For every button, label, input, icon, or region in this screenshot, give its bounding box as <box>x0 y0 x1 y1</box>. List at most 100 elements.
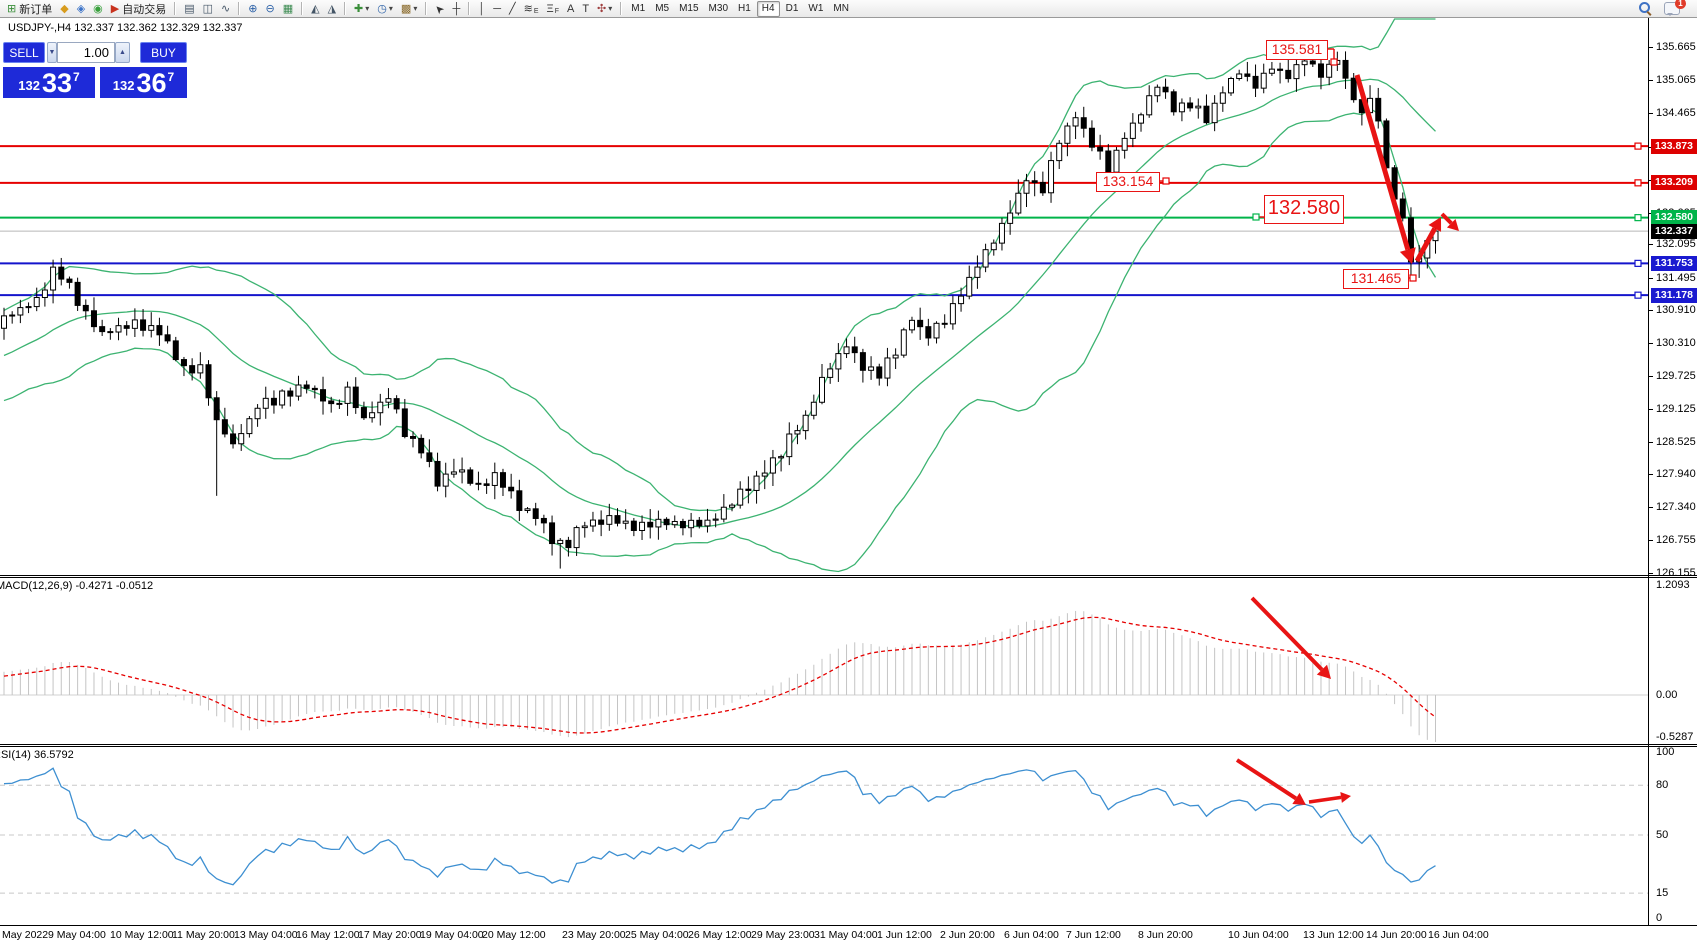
time-axis-label: 29 May 23:00 <box>751 929 815 941</box>
time-axis-label: 11 May 20:00 <box>172 929 235 941</box>
price-tick-label: 127.340 <box>1656 501 1696 514</box>
volume-decrease-stepper[interactable]: ▼ <box>47 42 57 63</box>
buy-price-display[interactable]: 132 36 7 <box>100 67 187 98</box>
time-axis-line <box>0 925 1697 926</box>
time-axis-label: 10 Jun 04:00 <box>1228 929 1289 941</box>
price-tick-mark <box>1649 539 1653 541</box>
new-order-button[interactable]: ⊞ 新订单 <box>4 1 55 17</box>
price-tick-mark <box>1649 441 1653 443</box>
toolbar-separator <box>301 2 304 15</box>
time-axis-label: 7 Jun 12:00 <box>1066 929 1121 941</box>
time-axis-label: 23 May 20:00 <box>562 929 626 941</box>
candlestick-chart-icon-glyph: ◫ <box>202 2 214 15</box>
zoom-out-icon[interactable]: ⊖ <box>262 1 277 17</box>
price-tick-label: 129.125 <box>1656 402 1696 415</box>
vertical-line-icon[interactable]: │ <box>475 1 488 17</box>
price-tick-label: 126.155 <box>1656 566 1696 579</box>
price-tick-mark <box>1649 474 1653 476</box>
label-icon-glyph: T <box>582 2 590 15</box>
vertical-line-icon-glyph: │ <box>478 2 486 15</box>
timeframe-mn[interactable]: MN <box>833 3 849 14</box>
signals-icon[interactable]: ◉ <box>90 1 106 17</box>
horizontal-line-icon-glyph: ─ <box>493 2 502 15</box>
arrows-dropdown[interactable]: ✣ ▾ <box>594 1 615 17</box>
price-tick-mark <box>1649 113 1653 115</box>
label-icon[interactable]: T <box>579 1 592 17</box>
signals-icon-glyph: ◉ <box>93 2 103 15</box>
price-tick-label: 134.465 <box>1656 107 1696 120</box>
chart-shift-icon[interactable]: ◮ <box>325 1 339 17</box>
tile-windows-icon[interactable]: ▦ <box>280 1 296 17</box>
axis-price-label: 133.209 <box>1651 175 1697 191</box>
volume-increase-stepper[interactable]: ▲ <box>115 42 130 63</box>
timeframe-m5[interactable]: M5 <box>655 3 670 14</box>
volume-input[interactable] <box>57 42 115 63</box>
timeframe-m1[interactable]: M1 <box>631 3 646 14</box>
rsi-axis-label: 15 <box>1656 887 1669 900</box>
crosshair-icon[interactable]: ┼ <box>450 1 464 17</box>
indicators-dropdown[interactable]: ✚ ▾ <box>351 1 372 17</box>
price-callout-high[interactable]: 135.581 <box>1266 40 1328 60</box>
axis-price-label: 131.753 <box>1651 255 1697 271</box>
auto-scroll-icon[interactable]: ◭ <box>308 1 322 17</box>
price-tick-mark <box>1649 572 1653 574</box>
zoom-in-icon[interactable]: ⊕ <box>245 1 260 17</box>
autotrading-glyph: ▶ <box>110 2 120 15</box>
sell-price-big: 33 <box>41 68 73 98</box>
bar-chart-icon[interactable]: ▤ <box>181 1 197 17</box>
timeframe-w1[interactable]: W1 <box>808 3 824 14</box>
text-icon-glyph: A <box>566 2 575 15</box>
candlestick-chart-icon[interactable]: ◫ <box>200 1 216 17</box>
price-tick-label: 132.095 <box>1656 238 1696 251</box>
sell-price-display[interactable]: 132 33 7 <box>3 67 95 98</box>
horizontal-line-icon[interactable]: ─ <box>490 1 504 17</box>
cursor-icon[interactable]: ➤ <box>432 1 447 17</box>
toolbar-separator <box>425 2 428 15</box>
price-tick-label: 135.665 <box>1656 41 1696 53</box>
mql5-community-icon[interactable]: ◈ <box>74 1 88 17</box>
trendline-icon[interactable]: ╱ <box>506 1 519 17</box>
templates-dropdown[interactable]: ▩ ▾ <box>398 1 420 17</box>
main-chart-canvas[interactable] <box>0 18 1648 575</box>
chart-symbol-ohlc-label: USDJPY-,H4 132.337 132.362 132.329 132.3… <box>8 22 243 34</box>
price-tick-label: 135.065 <box>1656 74 1696 87</box>
text-icon[interactable]: A <box>564 1 577 17</box>
toolbar-separator <box>238 2 241 15</box>
icon-subscript: E <box>533 7 539 15</box>
crosshair-icon-glyph: ┼ <box>452 2 461 15</box>
price-tick-mark <box>1649 408 1653 410</box>
icon-subscript: F <box>554 7 559 15</box>
arrows-glyph: ✣ <box>597 2 607 15</box>
autotrading-button[interactable]: ▶ 自动交易 <box>108 1 169 17</box>
sell-price-sup: 7 <box>73 70 80 84</box>
notifications-icon[interactable]: 1 <box>1664 0 1686 16</box>
search-icon[interactable] <box>1639 2 1652 16</box>
rsi-canvas[interactable] <box>0 747 1648 925</box>
zoom-in-icon-glyph: ⊕ <box>248 2 258 15</box>
price-callout-low[interactable]: 131.465 <box>1343 269 1409 289</box>
periods-dropdown[interactable]: ◷ ▾ <box>374 1 396 17</box>
buy-button[interactable]: BUY <box>140 42 187 63</box>
panel-separator[interactable] <box>0 744 1697 745</box>
time-axis-label: 10 May 12:00 <box>110 929 174 941</box>
timeframe-m30[interactable]: M30 <box>708 3 728 14</box>
chart-shift-icon-glyph: ◮ <box>327 2 337 15</box>
indicators-glyph: ✚ <box>354 2 364 15</box>
timeframe-h4[interactable]: H4 <box>756 0 780 17</box>
price-callout-mid[interactable]: 133.154 <box>1096 172 1160 192</box>
toolbar-separator <box>174 2 177 15</box>
price-callout-target[interactable]: 132.580 <box>1264 195 1344 224</box>
line-chart-icon[interactable]: ∿ <box>218 1 233 17</box>
macd-canvas[interactable] <box>0 578 1648 744</box>
panel-separator[interactable] <box>0 575 1697 576</box>
timeframe-d1[interactable]: D1 <box>785 3 799 14</box>
zoom-out-icon-glyph: ⊖ <box>265 2 275 15</box>
sell-button[interactable]: SELL <box>3 42 45 63</box>
rsi-axis-label: 0 <box>1656 912 1663 924</box>
timeframe-m15[interactable]: M15 <box>679 3 699 14</box>
time-axis-label: 13 May 04:00 <box>234 929 298 941</box>
timeframe-h1[interactable]: H1 <box>738 3 751 14</box>
equidistant-channel-icon[interactable]: ≋ E <box>521 1 542 17</box>
history-center-icon[interactable]: ◆ <box>57 1 71 17</box>
